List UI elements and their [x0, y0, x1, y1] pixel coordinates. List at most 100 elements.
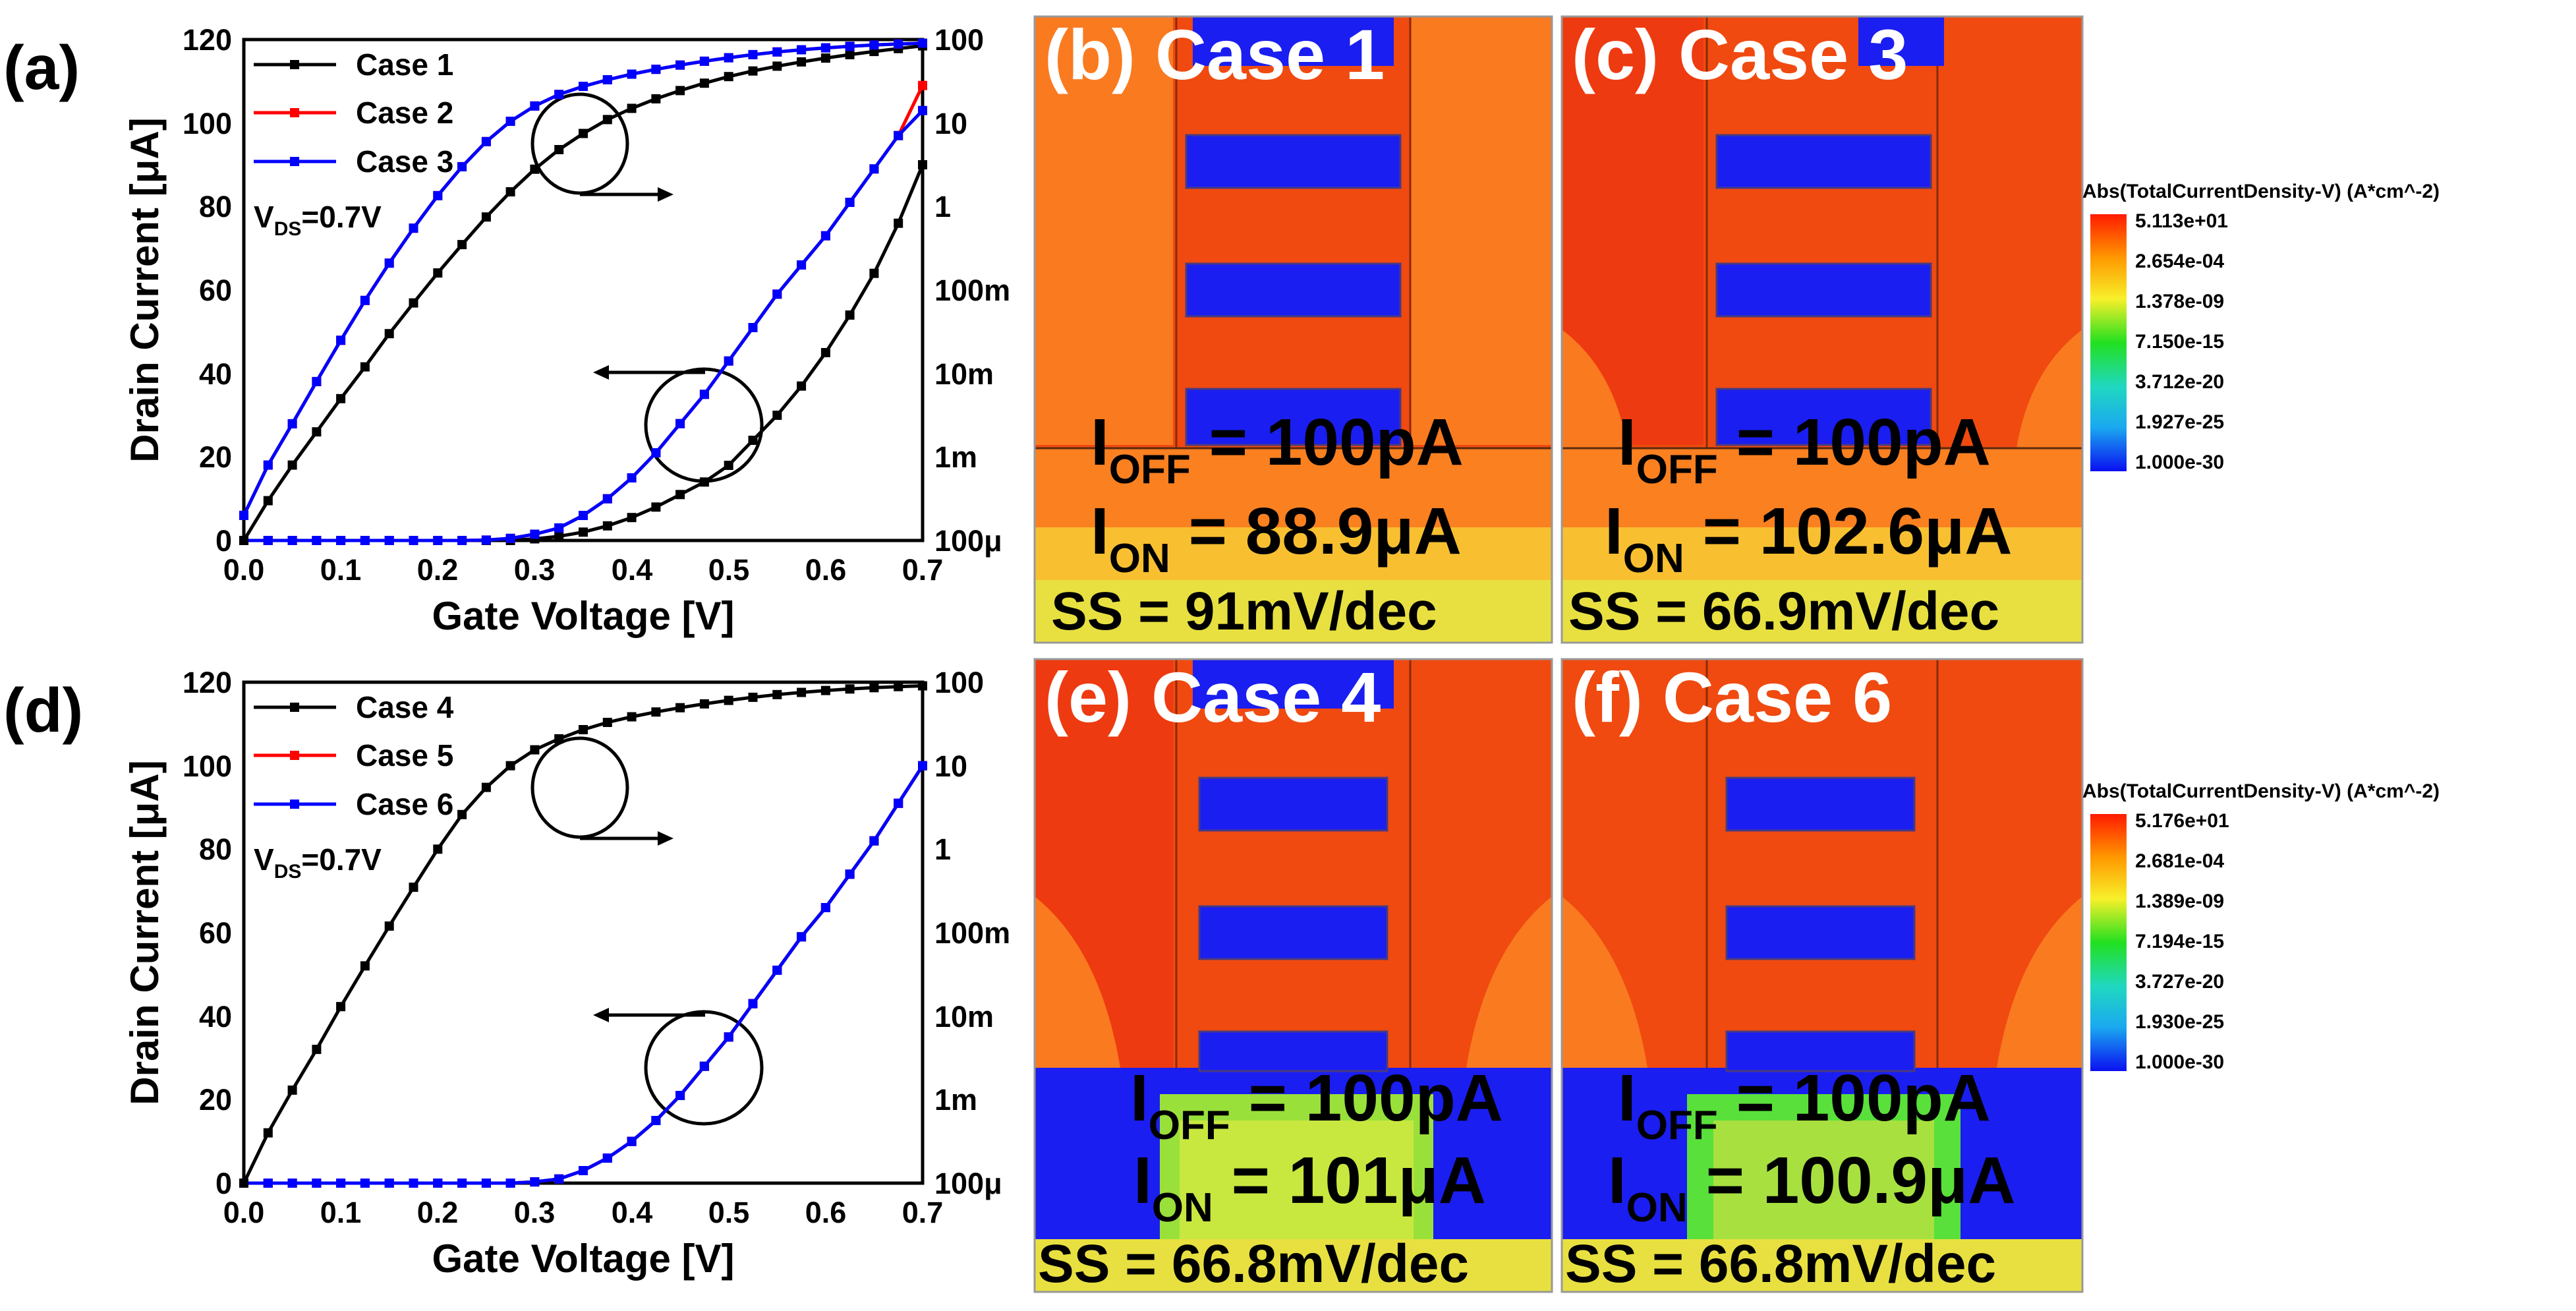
data-point	[627, 1136, 637, 1146]
plot-frame-d	[242, 680, 925, 1185]
y2-tick: 100m	[934, 274, 1010, 307]
data-point	[433, 844, 443, 854]
data-point	[894, 218, 903, 228]
data-point	[820, 348, 830, 357]
map-gate-block	[1193, 16, 1394, 66]
map-gate-block	[1198, 776, 1388, 832]
map-title: (e) Case 4	[1045, 657, 1381, 737]
data-point	[384, 536, 394, 545]
data-point	[602, 718, 612, 727]
data-point	[820, 685, 830, 695]
y2-tick: 10m	[934, 357, 994, 391]
ion-value: = 101μA	[1213, 1144, 1486, 1217]
ion-value: = 100.9μA	[1688, 1144, 2016, 1217]
colorbar-value: 5.113e+01	[2135, 210, 2228, 232]
data-point	[312, 427, 322, 437]
data-point	[772, 61, 782, 71]
y2-tick: 100	[934, 23, 984, 57]
x-tick: 0.2	[417, 1196, 459, 1229]
map-gate-block	[1185, 388, 1402, 446]
legend-label: Case 1	[356, 47, 453, 82]
data-point	[651, 707, 661, 717]
legend-label: Case 6	[356, 787, 453, 821]
data-point	[918, 761, 927, 771]
y-tick: 40	[199, 357, 232, 391]
x-ticks-d: 0.0 0.1 0.2 0.3 0.4 0.5 0.6 0.7	[223, 1196, 944, 1229]
map-frame	[1033, 658, 1553, 1293]
vds-v: V	[254, 200, 274, 234]
y2-tick: 1m	[934, 1083, 977, 1117]
map-frame	[1560, 658, 2084, 1293]
map-gate-block	[1725, 776, 1916, 832]
legend-marker	[290, 60, 299, 69]
series-layer-a	[239, 38, 927, 545]
data-point	[481, 535, 491, 545]
data-point	[797, 45, 807, 55]
circle-annotation-log	[530, 92, 629, 195]
legend-marker	[290, 751, 299, 760]
colorbar-value: 1.000e-30	[2135, 452, 2224, 473]
x-tick: 0.5	[708, 553, 750, 587]
x-tick: 0.2	[417, 553, 459, 587]
map-title: (c) Case 3	[1572, 15, 1908, 94]
legend-a: Case 1 Case 2 Case 3	[254, 47, 453, 179]
series-line-case-2-right	[242, 42, 923, 516]
data-point	[699, 390, 709, 399]
y-tick: 60	[199, 274, 232, 307]
x-axis-label-a: Gate Voltage [V]	[432, 594, 735, 638]
arrow-head	[658, 187, 673, 202]
data-point	[505, 533, 515, 543]
data-point	[894, 131, 903, 140]
data-point	[797, 260, 807, 270]
data-point	[627, 69, 637, 79]
y2-tick: 100	[934, 666, 984, 699]
data-point	[481, 212, 491, 222]
vds-value: =0.7V	[301, 200, 382, 234]
map-transition	[1035, 448, 1552, 527]
data-point	[239, 1179, 248, 1188]
data-point	[699, 56, 709, 66]
ioff-i: I	[1130, 1061, 1149, 1135]
ion-label: ION = 100.9μA	[1608, 1144, 2015, 1231]
data-point	[797, 381, 807, 391]
y-tick: 60	[199, 916, 232, 950]
data-point	[239, 510, 248, 520]
map-f-case-6: (f) Case 6 IOFF = 100pA ION = 100.9μA SS…	[1560, 657, 2084, 1294]
ion-i: I	[1605, 494, 1623, 568]
map-gate-block	[1715, 134, 1932, 189]
data-point	[797, 57, 807, 67]
data-point	[724, 461, 733, 470]
data-point	[724, 1032, 733, 1042]
y-tick: 0	[215, 1167, 232, 1200]
map-bottom-region	[1035, 580, 1552, 643]
ion-i: I	[1133, 1144, 1152, 1217]
data-point	[384, 921, 394, 931]
data-point	[554, 734, 564, 743]
x-tick: 0.4	[612, 1196, 653, 1229]
colorbar-value: 7.194e-15	[2135, 931, 2224, 952]
legend-label: Case 5	[356, 738, 453, 772]
series-line-case-4-right	[242, 684, 923, 1184]
data-point	[675, 86, 685, 96]
colorbar-value: 2.681e-04	[2135, 850, 2224, 872]
chart-d: (d) 0.0 0.1 0.2 0.3 0.4 0.5 0.6 0.7 0 20…	[3, 666, 1010, 1281]
y2-ticks-d: 100μ 1m 10m 100m 1 10 100	[934, 666, 1010, 1200]
map-side-region	[1410, 16, 1552, 445]
colorbar-value: 1.000e-30	[2135, 1051, 2224, 1073]
data-point	[457, 1179, 467, 1188]
data-point	[433, 268, 443, 278]
ss-label: SS = 91mV/dec	[1051, 581, 1437, 641]
colorbar-title: Abs(TotalCurrentDensity-V) (A*cm^-2)	[2082, 780, 2440, 802]
y2-tick: 1	[934, 190, 951, 223]
map-gate-block	[1193, 659, 1394, 709]
map-gate-block	[1858, 16, 1944, 66]
legend-marker	[290, 800, 299, 809]
data-point	[287, 1179, 297, 1188]
ss-label: SS = 66.8mV/dec	[1565, 1234, 1996, 1294]
data-point	[336, 1002, 346, 1012]
ioff-label: IOFF = 100pA	[1091, 405, 1464, 492]
data-point	[675, 1091, 685, 1100]
legend-label: Case 2	[356, 96, 453, 130]
y2-tick: 1m	[934, 440, 977, 474]
